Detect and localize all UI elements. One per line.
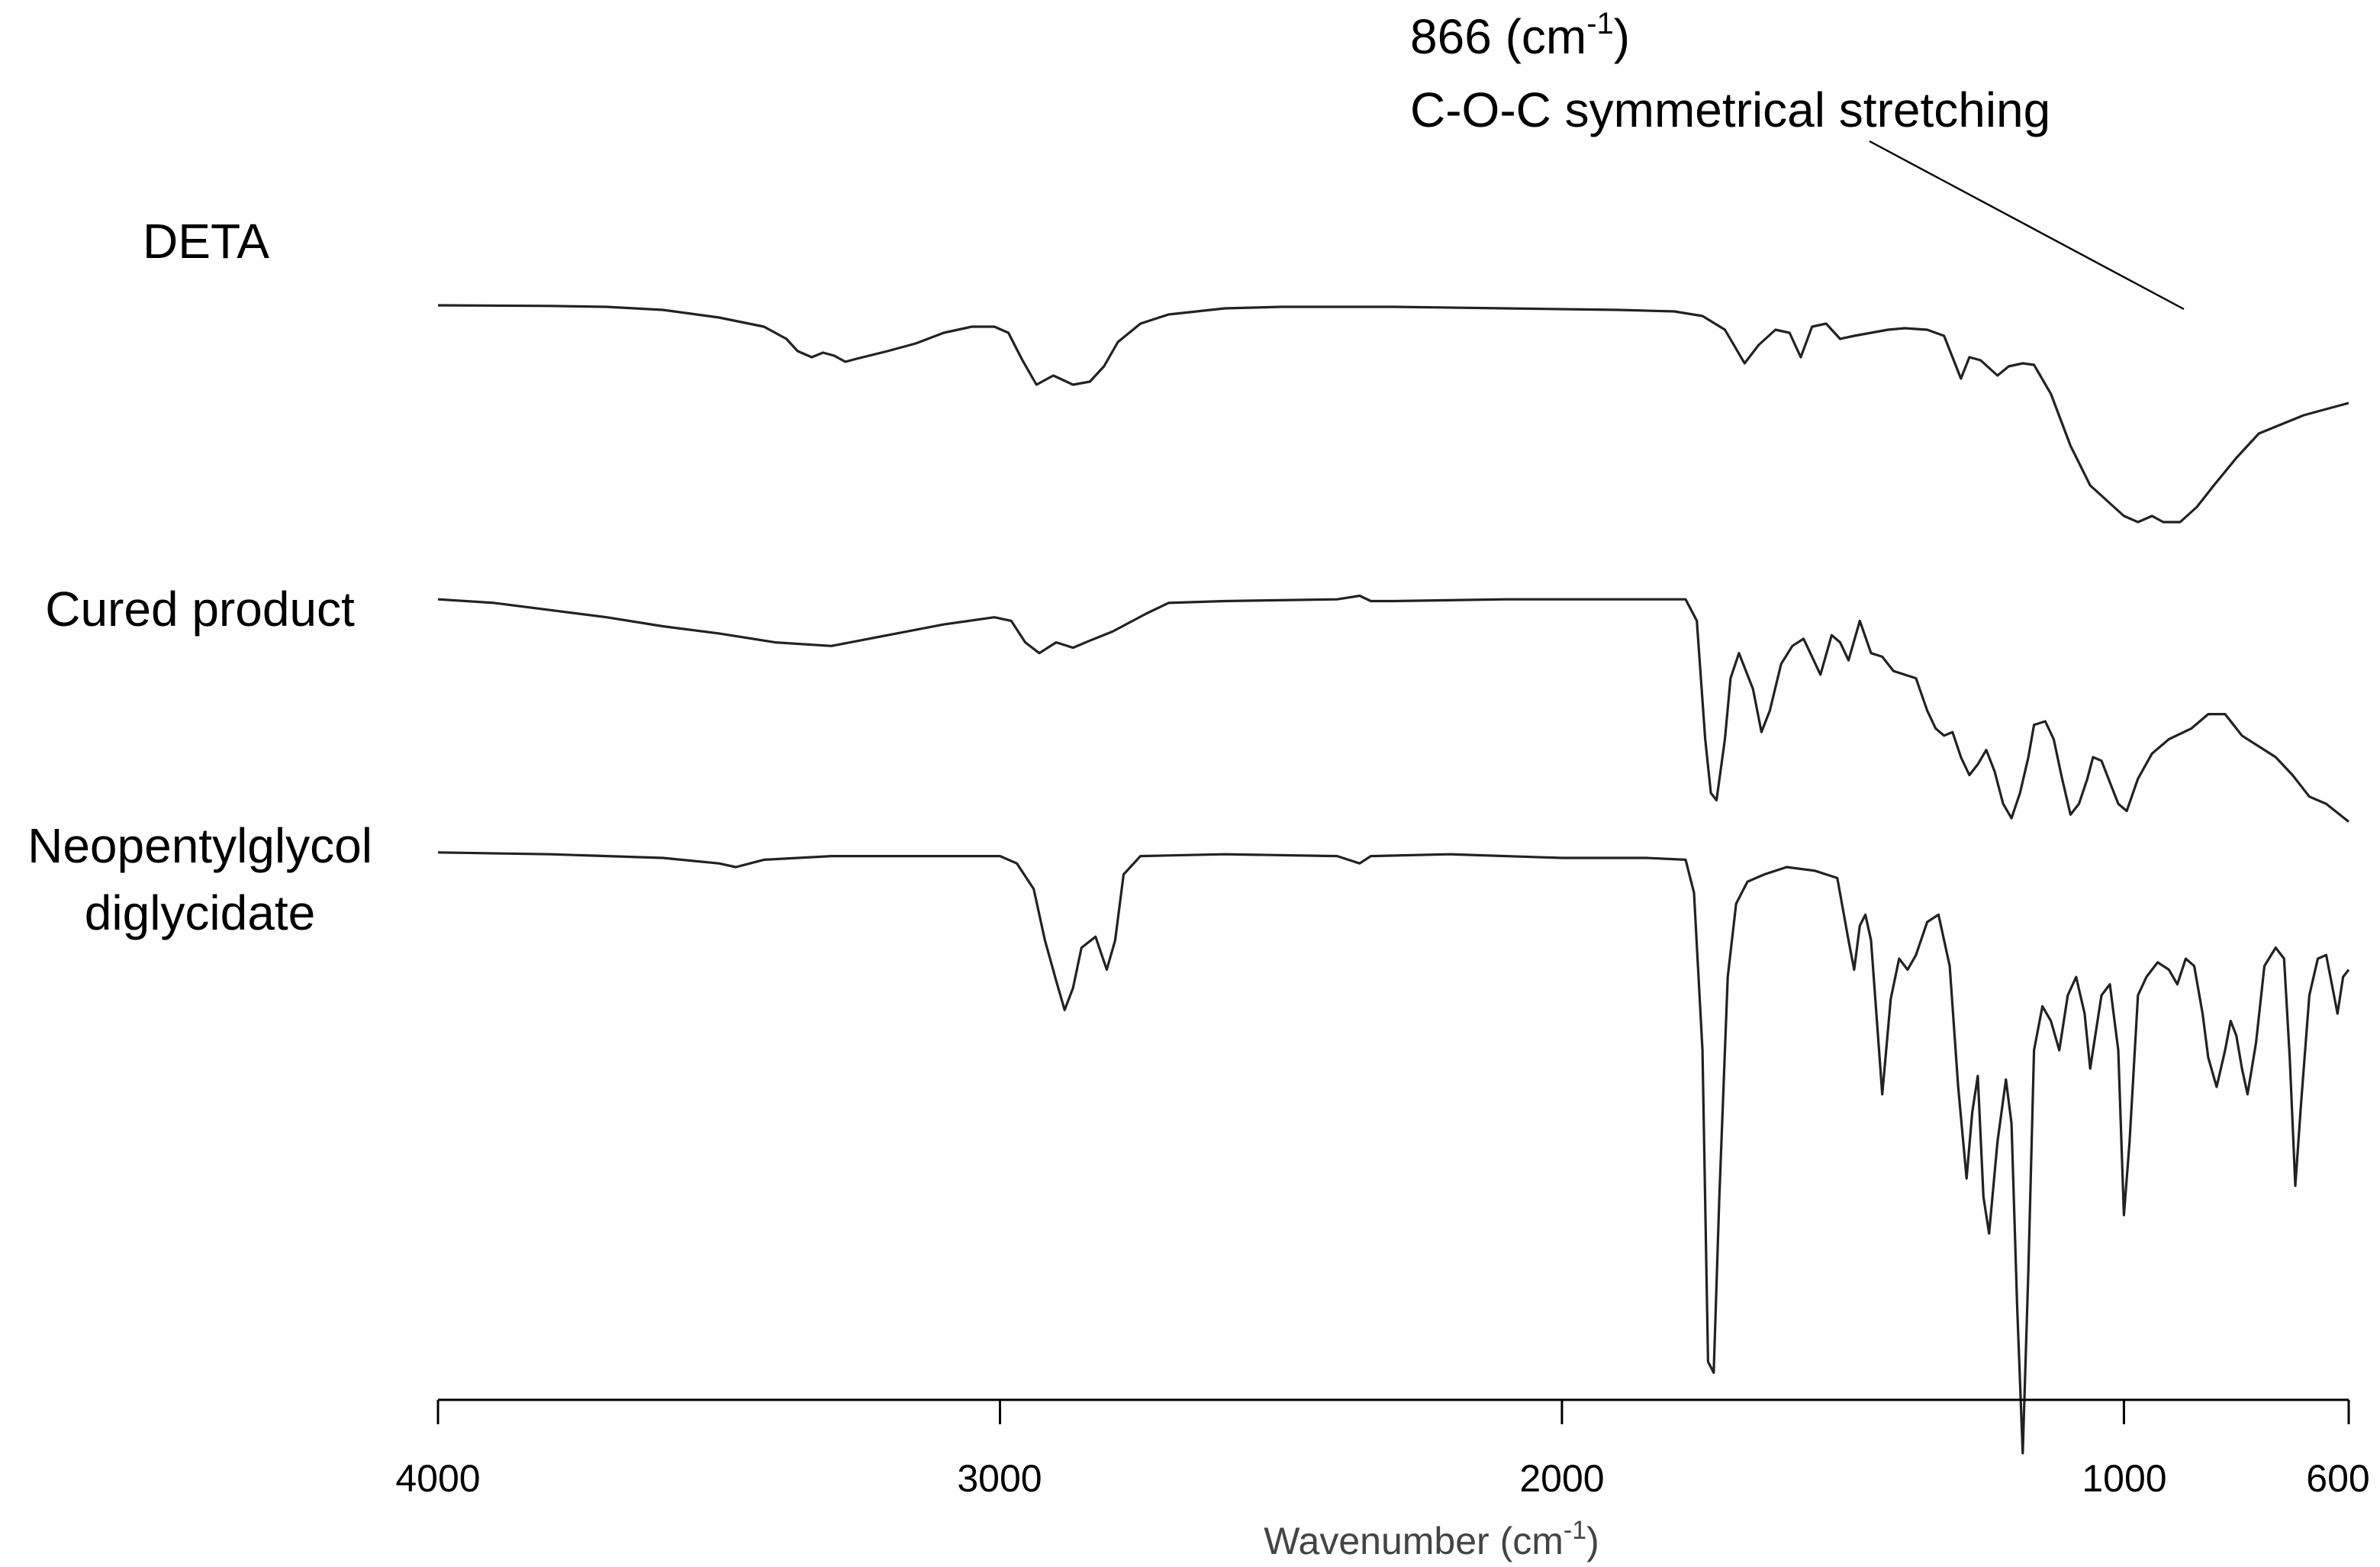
spectrum-line-neopentylglycol-diglycidate (437, 851, 2350, 1455)
spectrum-line-cured-product (437, 594, 2349, 823)
annotation-assignment: C-O-C symmetrical stretching (1410, 82, 2050, 137)
series-label-neopentylglycol: Neopentylglycol (27, 818, 372, 873)
x-tick-label-2000: 2000 (1519, 1457, 1604, 1500)
annotation-leader-line (1869, 140, 2185, 311)
x-tick-label-1000: 1000 (2082, 1457, 2166, 1500)
spectra-traces (437, 304, 2350, 1455)
x-tick-label-3000: 3000 (957, 1457, 1042, 1500)
spectrum-line-deta (437, 304, 2349, 524)
x-axis: 4000 3000 2000 1000 600 Wavenumber (cm-1… (395, 1398, 2370, 1562)
series-label-deta: DETA (143, 214, 269, 269)
x-tick-label-600: 600 (2306, 1457, 2369, 1500)
series-label-diglycidate: diglycidate (85, 885, 315, 940)
x-axis-title: Wavenumber (cm-1) (1264, 1516, 1599, 1562)
annotation-wavenumber: 866 (cm-1) (1410, 7, 1630, 64)
x-tick-label-4000: 4000 (395, 1457, 480, 1500)
series-label-cured-product: Cured product (45, 582, 355, 637)
